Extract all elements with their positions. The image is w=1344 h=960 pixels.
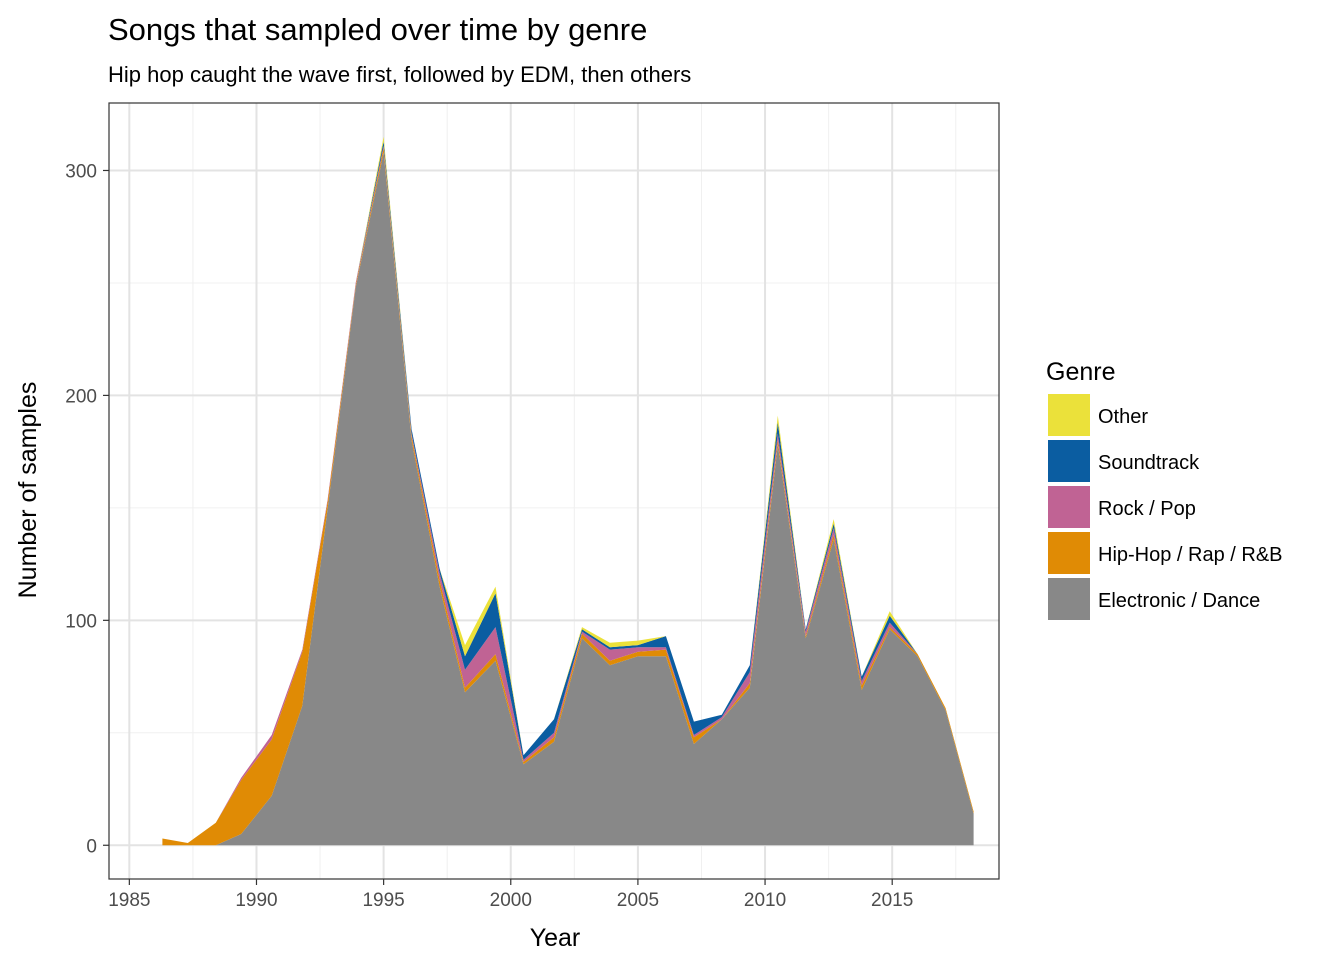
chart-title: Songs that sampled over time by genre [108,12,647,47]
x-axis: 1985 1990 1995 2000 2005 2010 2015 [108,879,913,911]
x-tick-label: 2010 [744,890,786,911]
legend-key-hip-hop-rap-r-b [1048,532,1090,574]
x-tick-label: 1985 [108,890,150,911]
x-tick-label: 1990 [235,890,277,911]
x-tick-label: 2000 [490,890,532,911]
chart-subtitle: Hip hop caught the wave first, followed … [108,62,691,87]
x-tick-label: 1995 [362,890,404,911]
legend: Genre Other Soundtrack Rock / Pop Hip-Hop /… [1046,358,1283,620]
panel-border [108,102,1000,880]
x-axis-title: Year [530,924,581,952]
y-tick-label: 0 [86,836,97,857]
area-layer [162,136,974,846]
x-tick-label: 2005 [617,890,659,911]
y-axis-title: Number of samples [14,382,42,599]
plot-panel [108,102,1000,880]
legend-items: Other Soundtrack Rock / Pop Hip-Hop / Rap /… [1048,394,1283,620]
legend-label: Electronic / Dance [1098,590,1260,612]
legend-key-other [1048,394,1090,436]
y-tick-label: 100 [65,611,97,632]
x-tick-label: 2015 [871,890,913,911]
legend-label: Hip-Hop / Rap / R&B [1098,544,1283,566]
legend-label: Rock / Pop [1098,498,1196,520]
legend-title: Genre [1046,358,1115,386]
legend-label: Other [1098,406,1148,428]
area-electronic-dance [162,152,974,846]
legend-label: Soundtrack [1098,452,1200,474]
y-tick-label: 200 [65,386,97,407]
y-tick-label: 300 [65,161,97,182]
legend-key-electronic-dance [1048,578,1090,620]
legend-key-soundtrack [1048,440,1090,482]
legend-key-rock-pop [1048,486,1090,528]
y-axis: 0 100 200 300 [65,161,109,857]
